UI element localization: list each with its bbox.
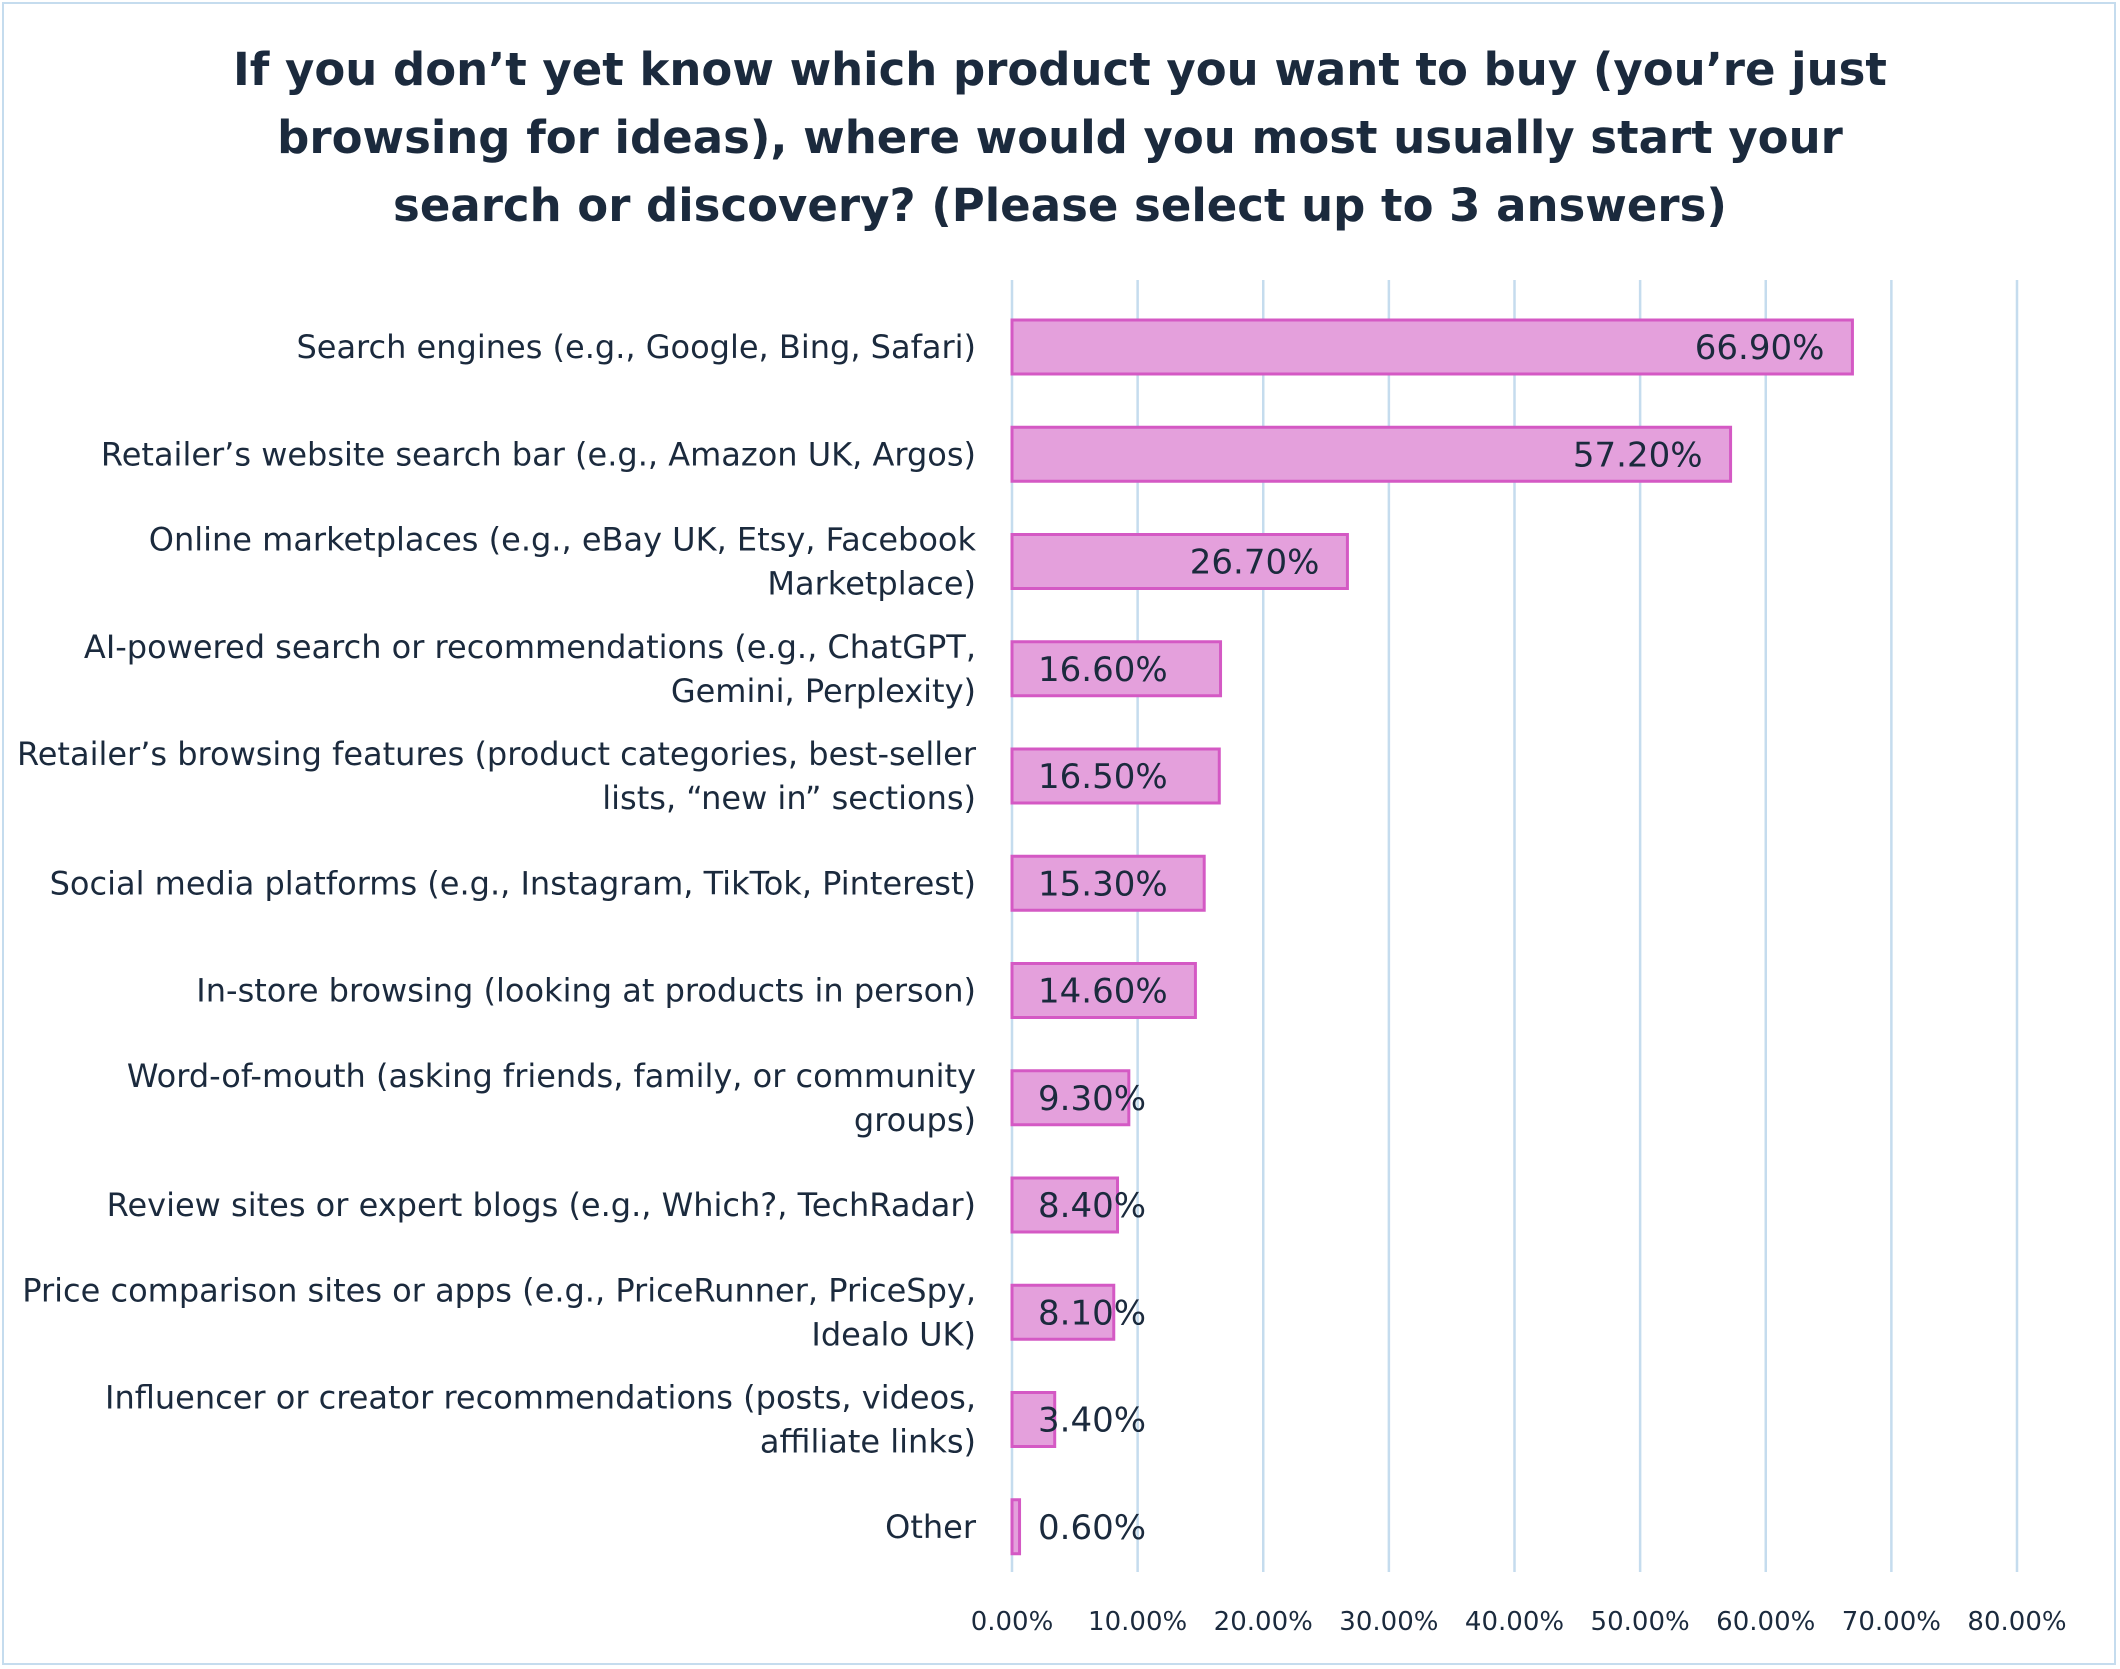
chart-title: If you don’t yet know which product you … bbox=[200, 36, 1920, 240]
category-label: AI-powered search or recommendations (e.… bbox=[84, 628, 976, 710]
x-tick-label: 60.00% bbox=[1716, 1607, 1815, 1637]
data-label: 0.60% bbox=[1038, 1508, 1146, 1548]
gridlines bbox=[1010, 280, 2019, 1572]
data-label: 66.90% bbox=[1695, 328, 1825, 368]
data-label: 16.50% bbox=[1038, 757, 1168, 797]
category-label: Price comparison sites or apps (e.g., Pr… bbox=[22, 1271, 976, 1353]
category-label: Review sites or expert blogs (e.g., Whic… bbox=[107, 1186, 976, 1224]
category-label: Other bbox=[885, 1508, 977, 1546]
bar bbox=[1010, 640, 1223, 698]
bars bbox=[1010, 318, 1854, 1556]
x-tick-label: 20.00% bbox=[1214, 1607, 1313, 1637]
bar bbox=[1010, 425, 1733, 483]
data-label: 15.30% bbox=[1038, 864, 1168, 904]
bar bbox=[1010, 1391, 1057, 1448]
category-label: Search engines (e.g., Google, Bing, Safa… bbox=[296, 328, 976, 366]
data-label: 8.40% bbox=[1038, 1186, 1146, 1226]
bar bbox=[1010, 1069, 1131, 1127]
x-tick-label: 0.00% bbox=[971, 1607, 1054, 1637]
x-tick-label: 80.00% bbox=[1967, 1607, 2066, 1637]
category-label: Retailer’s browsing features (product ca… bbox=[17, 735, 977, 817]
x-axis-tick-labels: 0.00% 10.00% 20.00% 30.00% 40.00% 50.00% 60.00… bbox=[971, 1607, 2067, 1637]
category-label: In-store browsing (looking at products i… bbox=[196, 972, 976, 1010]
bar bbox=[1010, 533, 1349, 590]
bar bbox=[1010, 318, 1854, 376]
bar bbox=[1010, 1176, 1120, 1234]
data-label: 14.60% bbox=[1038, 972, 1168, 1012]
data-label: 26.70% bbox=[1190, 543, 1320, 583]
x-tick-label: 10.00% bbox=[1088, 1607, 1187, 1637]
bar bbox=[1010, 854, 1206, 912]
category-label: Online marketplaces (e.g., eBay UK, Etsy… bbox=[149, 521, 977, 603]
bar bbox=[1010, 747, 1221, 805]
category-label: Social media platforms (e.g., Instagram,… bbox=[50, 864, 976, 902]
chart-title-line: search or discovery? (Please select up t… bbox=[393, 179, 1727, 232]
x-tick-label: 30.00% bbox=[1339, 1607, 1438, 1637]
category-label: Influencer or creator recommendations (p… bbox=[105, 1379, 976, 1461]
category-label: Retailer’s website search bar (e.g., Ama… bbox=[101, 435, 976, 473]
chart-title-line: browsing for ideas), where would you mos… bbox=[277, 111, 1843, 164]
data-label: 9.30% bbox=[1038, 1079, 1146, 1119]
data-label: 8.10% bbox=[1038, 1293, 1146, 1333]
bar bbox=[1010, 1283, 1116, 1341]
category-labels: Search engines (e.g., Google, Bing, Safa… bbox=[17, 328, 977, 1546]
category-label: Word-of-mouth (asking friends, family, o… bbox=[127, 1057, 976, 1139]
x-tick-label: 50.00% bbox=[1591, 1607, 1690, 1637]
x-tick-label: 40.00% bbox=[1465, 1607, 1564, 1637]
data-label: 3.40% bbox=[1038, 1401, 1146, 1441]
data-label: 57.20% bbox=[1573, 435, 1703, 475]
x-tick-label: 70.00% bbox=[1842, 1607, 1941, 1637]
data-labels: 66.90% 57.20% 26.70% 16.60% 16.50% 15.30% 14.6… bbox=[1038, 328, 1824, 1548]
data-label: 16.60% bbox=[1038, 650, 1168, 690]
bar bbox=[1010, 962, 1197, 1019]
chart-title-line: If you don’t yet know which product you … bbox=[233, 43, 1887, 96]
bar bbox=[1010, 1498, 1022, 1556]
